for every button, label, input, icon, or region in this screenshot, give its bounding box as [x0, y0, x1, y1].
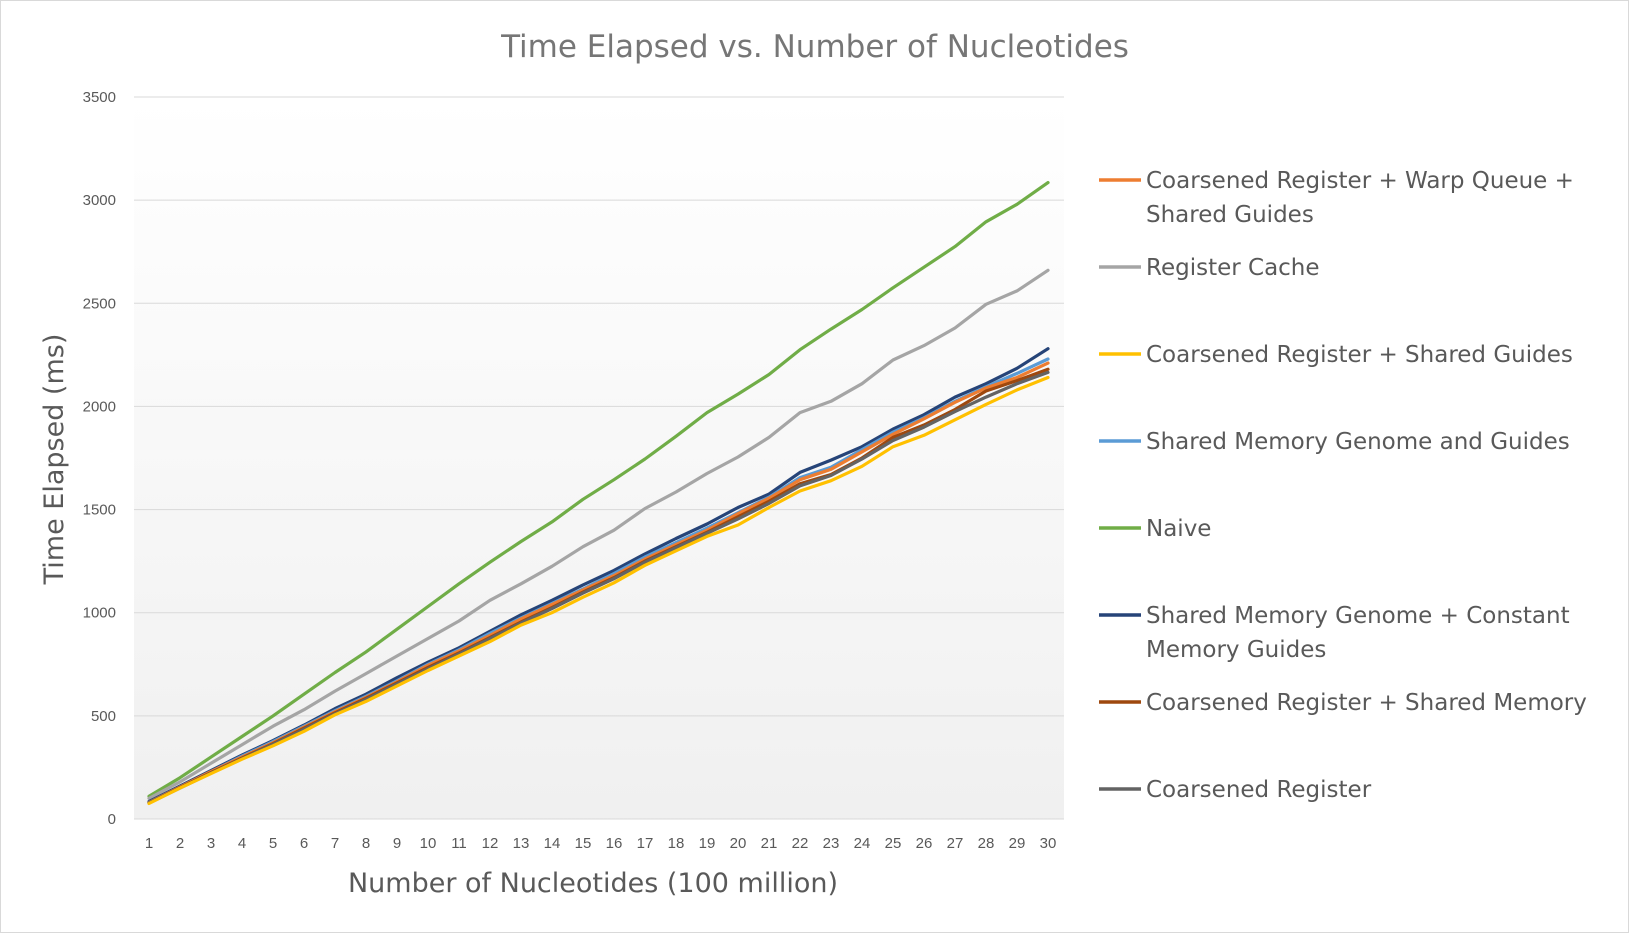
legend-label: Coarsened Register + Warp Queue + Shared … — [1146, 168, 1574, 228]
y-axis-ticks: 0 500 1000 1500 2000 2500 3000 3500 — [83, 89, 116, 828]
y-tick-label: 500 — [91, 708, 116, 725]
x-tick-label: 9 — [393, 835, 401, 852]
x-tick-label: 13 — [513, 835, 530, 852]
y-tick-label: 2500 — [83, 295, 116, 312]
x-tick-label: 2 — [176, 835, 184, 852]
x-tick-label: 10 — [420, 835, 437, 852]
series-line — [147, 375, 1050, 806]
x-tick-label: 14 — [544, 835, 561, 852]
x-tick-label: 11 — [451, 835, 467, 852]
legend-label: Coarsened Register + Shared Guides — [1146, 342, 1573, 368]
legend-label: Shared Memory Genome + Constant Memory Gu… — [1146, 603, 1570, 663]
x-tick-label: 17 — [637, 835, 654, 852]
x-tick-label: 1 — [145, 835, 153, 852]
x-tick-label: 18 — [668, 835, 685, 852]
x-tick-label: 26 — [916, 835, 933, 852]
y-axis-title: Time Elapsed (ms) — [39, 334, 70, 586]
legend-label: Register Cache — [1146, 255, 1320, 281]
x-axis-ticks: 1 2 3 4 5 6 7 8 9 10 11 12 13 14 15 16 17 18 19 20 21 22 23 24 2… — [145, 835, 1057, 852]
y-tick-label: 0 — [108, 811, 116, 828]
series-lines — [147, 181, 1050, 806]
x-tick-label: 30 — [1040, 835, 1057, 852]
gridlines — [134, 96, 1064, 820]
legend-label: Naive — [1146, 516, 1211, 542]
legend-label: Coarsened Register + Shared Memory — [1146, 690, 1587, 716]
series-line — [147, 268, 1050, 801]
y-tick-label: 3000 — [83, 192, 116, 209]
x-tick-label: 16 — [606, 835, 623, 852]
x-tick-label: 24 — [854, 835, 871, 852]
x-axis-title: Number of Nucleotides (100 million) — [348, 868, 838, 899]
y-tick-label: 3500 — [83, 89, 116, 106]
legend: Coarsened Register + Warp Queue + Shared … — [1099, 168, 1587, 803]
x-tick-label: 3 — [207, 835, 215, 852]
plot-area — [134, 97, 1064, 819]
x-tick-label: 21 — [761, 835, 778, 852]
series-line — [147, 181, 1050, 798]
x-tick-label: 23 — [823, 835, 840, 852]
legend-label: Shared Memory Genome and Guides — [1146, 429, 1570, 455]
x-tick-label: 19 — [699, 835, 716, 852]
x-tick-label: 25 — [885, 835, 902, 852]
x-tick-label: 27 — [947, 835, 964, 852]
x-tick-label: 7 — [331, 835, 339, 852]
x-tick-label: 4 — [238, 835, 246, 852]
chart-title: Time Elapsed vs. Number of Nucleotides — [500, 29, 1129, 65]
x-tick-label: 5 — [269, 835, 277, 852]
series-line — [147, 370, 1050, 805]
x-tick-label: 20 — [730, 835, 747, 852]
legend-label: Coarsened Register — [1146, 777, 1372, 803]
y-tick-label: 2000 — [83, 398, 116, 415]
y-tick-label: 1500 — [83, 502, 116, 519]
x-tick-label: 22 — [792, 835, 809, 852]
x-tick-label: 28 — [978, 835, 995, 852]
y-tick-label: 1000 — [83, 605, 116, 622]
x-tick-label: 8 — [362, 835, 370, 852]
x-tick-label: 29 — [1009, 835, 1026, 852]
x-tick-label: 12 — [482, 835, 499, 852]
x-tick-label: 6 — [300, 835, 308, 852]
x-tick-label: 15 — [575, 835, 592, 852]
